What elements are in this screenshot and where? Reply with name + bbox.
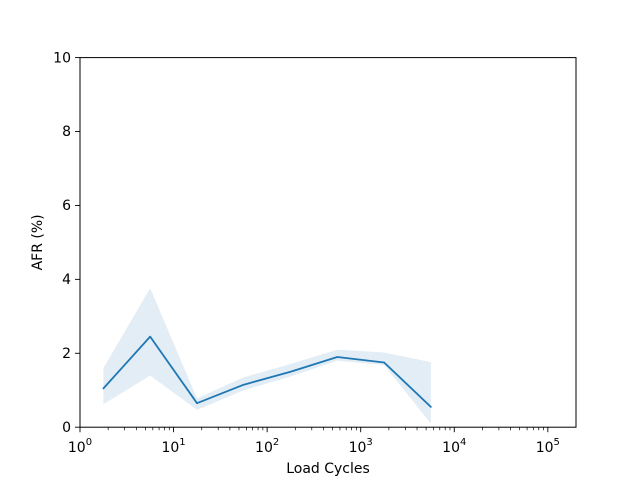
- afr-confidence-band: [103, 288, 431, 424]
- afr-mean-line: [102, 335, 432, 408]
- y-tick-label: 10: [53, 50, 71, 66]
- axes-spines: [79, 57, 577, 428]
- x-axis-label: Load Cycles: [286, 461, 370, 477]
- y-tick-label: 8: [62, 124, 71, 140]
- confidence-band-layer: [103, 288, 431, 424]
- y-tick-label: 6: [62, 198, 71, 214]
- x-tick-label: 101: [161, 437, 185, 456]
- series-line-layer: [102, 335, 432, 408]
- x-tick-label: 103: [349, 437, 373, 456]
- x-tick-label: 105: [536, 437, 560, 456]
- y-tick-label: 0: [62, 420, 71, 436]
- y-axis-label: AFR (%): [30, 214, 46, 270]
- x-tick-label: 102: [255, 437, 279, 456]
- axes-layer: 0 2 4 6 8 10 100 101 102 103 104 105: [53, 50, 577, 456]
- x-tick-label: 104: [442, 437, 466, 456]
- y-tick-label: 2: [62, 346, 71, 362]
- x-tick-label: 100: [68, 437, 92, 456]
- y-tick-label: 4: [62, 272, 71, 288]
